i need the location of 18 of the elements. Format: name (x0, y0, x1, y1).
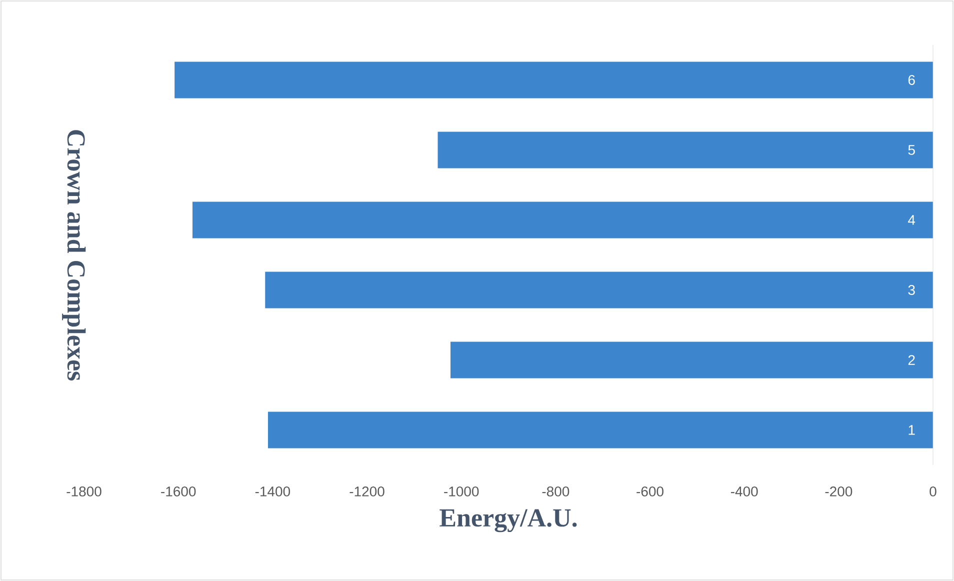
x-tick-label: -200 (825, 486, 852, 496)
x-axis-title: Energy/A.U. (440, 509, 577, 532)
y-tick-label: 3 (908, 285, 915, 295)
x-tick-label: -800 (542, 486, 570, 496)
y-tick-label: 1 (908, 425, 915, 435)
x-tick-label: -1200 (350, 486, 384, 496)
x-tick-label: -1400 (255, 486, 290, 496)
y-tick-label: 4 (908, 215, 916, 225)
x-tick-label: -600 (636, 486, 664, 496)
y-tick-label: 5 (908, 145, 915, 155)
x-tick-label: 0 (930, 486, 936, 496)
x-tick-label: -1800 (66, 486, 102, 496)
y-tick-label: 2 (908, 355, 915, 365)
x-tick-label: -1000 (444, 486, 479, 496)
x-tick-label: -1600 (161, 486, 196, 496)
x-tick-label: -400 (730, 486, 758, 496)
y-tick-label: 6 (908, 75, 915, 85)
y-axis-title: Crown and Complexes (62, 130, 86, 380)
